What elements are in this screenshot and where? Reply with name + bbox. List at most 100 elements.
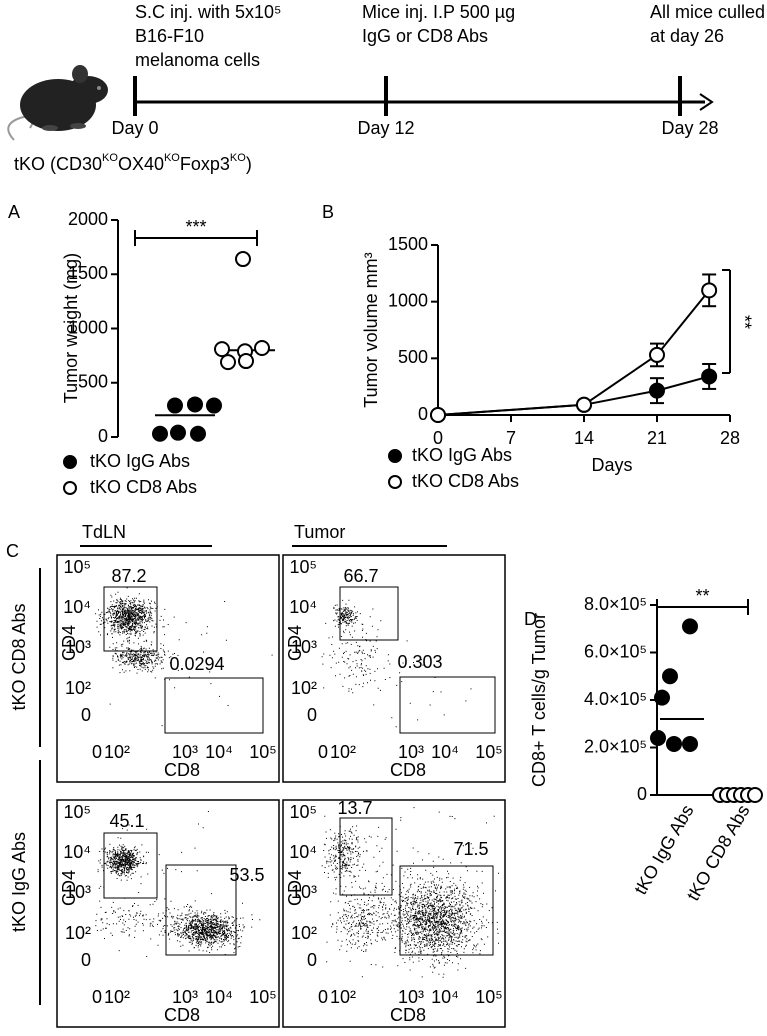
significance-label: ***	[185, 217, 206, 237]
y-tick-label: 10³	[65, 882, 91, 902]
y-tick-label: 1000	[68, 317, 108, 337]
x-tick-label: 10²	[104, 987, 130, 1007]
data-point	[654, 689, 670, 706]
x-axis-title: CD8	[164, 1005, 200, 1025]
y-axis-title: CD4	[59, 625, 79, 661]
y-axis-title: CD4	[59, 870, 79, 906]
x-tick-label: 0	[318, 987, 328, 1007]
data-point	[649, 382, 665, 399]
x-tick-label: 10⁴	[431, 987, 459, 1007]
event-cloud	[333, 599, 361, 633]
y-axis-title: CD4	[285, 625, 305, 661]
event-cloud	[321, 825, 367, 890]
x-tick-label: 28	[720, 428, 740, 448]
y-tick-label: 10²	[65, 678, 91, 698]
y-tick-label: 0	[307, 950, 317, 970]
data-point	[190, 425, 206, 442]
mouse-label: tKO (CD30KOOX40KOFoxp3KO)	[14, 152, 252, 174]
gate	[103, 586, 158, 652]
x-tick-label: 0	[318, 742, 328, 762]
legend-label: tKO IgG Abs	[412, 445, 512, 465]
x-tick-label: 10²	[330, 987, 356, 1007]
data-point	[206, 397, 222, 414]
day-label: Day 12	[357, 118, 414, 138]
data-point	[701, 282, 718, 299]
data-point	[235, 251, 251, 268]
event-text: S.C inj. with 5x10⁵	[135, 2, 282, 22]
y-tick-label: 10²	[291, 678, 317, 698]
series-line	[437, 289, 710, 416]
event-text: at day 26	[650, 26, 724, 46]
day-label: Day 0	[111, 118, 158, 138]
data-point	[214, 341, 230, 358]
data-point	[152, 425, 168, 442]
data-point	[238, 353, 254, 370]
data-point	[747, 787, 763, 803]
y-tick-label: 10³	[291, 637, 317, 657]
x-axis-title: CD8	[390, 760, 426, 780]
plot-border	[56, 799, 280, 1028]
y-tick-label: 6.0×10⁵	[584, 641, 647, 661]
x-tick-label: 0	[92, 987, 102, 1007]
significance-label: **	[695, 586, 709, 606]
legend-marker	[63, 481, 77, 495]
event-cloud	[109, 640, 175, 674]
x-tick-label: 10⁵	[249, 742, 276, 762]
y-tick-label: 10³	[65, 637, 91, 657]
panel-letter: C	[6, 541, 19, 561]
significance-label: **	[734, 315, 754, 329]
data-point	[187, 396, 203, 413]
gate-percentage: 0.0294	[169, 654, 224, 674]
y-tick-label: 500	[398, 347, 428, 367]
event-cloud	[95, 587, 169, 646]
row-header: tKO IgG Abs	[9, 832, 29, 932]
y-tick-label: 10⁴	[289, 597, 317, 617]
x-tick-label: 10³	[172, 742, 198, 762]
y-axis-title: CD4	[285, 870, 305, 906]
y-tick-label: 1500	[68, 263, 108, 283]
mouse-label-part: KO	[230, 152, 246, 164]
panel-letter: B	[322, 202, 334, 222]
mouse-icon	[7, 65, 108, 141]
gate	[339, 586, 399, 641]
y-tick-label: 1500	[388, 234, 428, 254]
data-point	[220, 354, 236, 371]
day-label: Day 28	[661, 118, 718, 138]
y-tick-label: 0	[81, 950, 91, 970]
column-header: Tumor	[294, 522, 345, 542]
y-tick-label: 10²	[65, 923, 91, 943]
gate	[164, 677, 264, 734]
gate-percentage: 0.303	[397, 652, 442, 672]
y-tick-label: 1000	[388, 290, 428, 310]
y-tick-label: 10⁵	[64, 557, 91, 577]
gate-percentage: 71.5	[453, 839, 488, 859]
event-text: All mice culled	[650, 2, 765, 22]
gate	[103, 832, 158, 899]
x-tick-label: 21	[647, 428, 667, 448]
data-point	[650, 730, 666, 746]
event-cloud	[95, 897, 253, 943]
event-text: B16-F10	[135, 26, 204, 46]
gate	[165, 864, 237, 956]
panel-letter: D	[524, 609, 537, 629]
x-tick-label: 10³	[398, 987, 424, 1007]
data-point	[167, 397, 183, 414]
data-point	[682, 735, 698, 752]
x-tick-label: 10⁵	[475, 987, 502, 1007]
event-cloud	[97, 837, 147, 881]
plot-border	[282, 554, 506, 783]
gate	[339, 817, 393, 896]
gate-percentage: 53.5	[229, 865, 264, 885]
panel-letter: A	[8, 202, 20, 222]
legend-marker	[63, 455, 77, 469]
y-tick-label: 10⁴	[63, 842, 91, 862]
y-tick-label: 500	[78, 372, 108, 392]
series-line	[437, 375, 710, 416]
mouse-label-part: KO	[164, 152, 180, 164]
data-point	[649, 346, 665, 363]
y-tick-label: 2.0×10⁵	[584, 736, 647, 756]
y-tick-label: 10²	[291, 923, 317, 943]
y-axis-title: CD8+ T cells/g Tumor	[529, 613, 549, 787]
